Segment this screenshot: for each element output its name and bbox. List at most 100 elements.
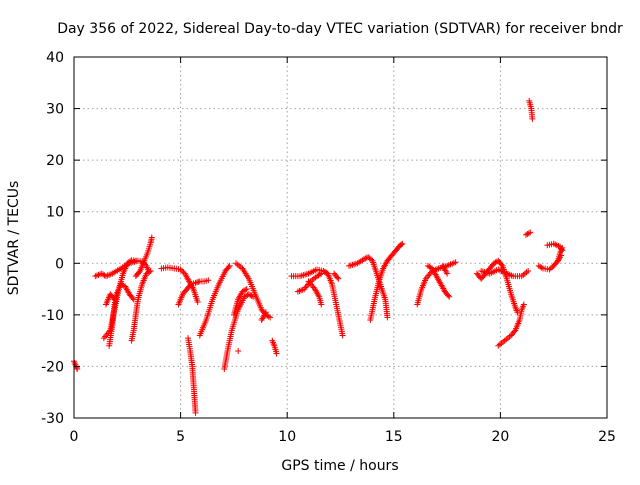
data-point <box>363 254 370 261</box>
data-point <box>529 115 536 122</box>
x-axis-title: GPS time / hours <box>281 458 398 474</box>
data-point <box>444 270 451 277</box>
data-point <box>192 409 199 416</box>
data-point <box>553 258 560 265</box>
data-point <box>179 267 186 274</box>
x-tick-label: 25 <box>598 429 616 445</box>
data-point <box>360 256 367 263</box>
series-s32 <box>526 97 536 122</box>
data-point <box>399 240 406 247</box>
series-s05 <box>102 291 118 308</box>
data-point <box>74 366 81 373</box>
series-s19 <box>294 270 325 295</box>
x-tick-label: 20 <box>491 429 509 445</box>
data-point <box>148 234 155 241</box>
data-point <box>194 298 201 305</box>
data-point <box>146 268 153 275</box>
data-point <box>267 314 274 321</box>
data-point <box>445 292 452 299</box>
data-marks <box>71 97 566 416</box>
series-s09 <box>175 277 212 308</box>
x-tick-label: 0 <box>70 429 79 445</box>
data-point <box>225 264 232 271</box>
data-point <box>368 256 375 263</box>
data-point <box>273 350 280 357</box>
series-s14 <box>230 286 250 318</box>
series-s24 <box>367 240 406 324</box>
data-point <box>334 274 341 281</box>
axis-ticks <box>73 56 608 419</box>
data-point <box>111 296 118 303</box>
x-tick-label: 5 <box>176 429 185 445</box>
series-s07 <box>132 234 155 280</box>
data-point <box>525 268 532 275</box>
data-point <box>235 347 242 354</box>
x-tick-label: 15 <box>385 429 403 445</box>
data-point <box>384 314 391 321</box>
series-s13 <box>235 347 242 354</box>
series-s20 <box>305 278 325 308</box>
data-point <box>110 295 117 302</box>
y-tick-label: 0 <box>55 256 64 272</box>
series-s12 <box>221 291 257 373</box>
data-point <box>205 277 212 284</box>
data-point <box>177 266 184 273</box>
series-s06 <box>128 268 154 344</box>
series-s16 <box>258 309 269 324</box>
series-s28 <box>473 257 521 316</box>
data-point <box>195 278 202 285</box>
series-s29 <box>495 301 527 349</box>
y-tick-label: 20 <box>46 153 64 169</box>
series-s08 <box>158 264 201 305</box>
data-point <box>559 247 566 254</box>
data-point <box>498 261 505 268</box>
series-s10 <box>185 335 199 416</box>
series-s26 <box>424 262 453 300</box>
plot-frame <box>73 56 608 419</box>
data-point <box>73 364 80 371</box>
series-s25 <box>414 259 459 308</box>
data-point <box>538 264 545 271</box>
data-point <box>243 286 250 293</box>
series-s30 <box>478 266 532 280</box>
data-point <box>446 293 453 300</box>
data-point <box>452 259 459 266</box>
data-point <box>262 309 269 316</box>
series-s21 <box>320 268 346 339</box>
y-axis-title: SDTVAR / TECUs <box>6 181 22 296</box>
y-tick-label: 40 <box>46 50 64 66</box>
series-s34 <box>544 240 566 254</box>
data-point <box>511 328 518 335</box>
data-point <box>265 313 272 320</box>
y-tick-label: 10 <box>46 205 64 221</box>
data-point <box>193 279 200 286</box>
series-s27 <box>439 262 451 277</box>
data-point <box>298 287 305 294</box>
x-tick-labels: 0 5 10 15 20 25 <box>70 429 616 445</box>
data-point <box>553 242 560 249</box>
data-point <box>520 301 527 308</box>
y-tick-labels: -30 -20 -10 0 10 20 30 40 <box>41 50 64 427</box>
chart-title: Day 356 of 2022, Sidereal Day-to-day VTE… <box>57 21 623 37</box>
y-tick-label: 30 <box>46 102 64 118</box>
series-s35 <box>554 252 565 264</box>
data-point <box>398 241 405 248</box>
data-point <box>192 279 199 286</box>
data-point <box>132 257 139 264</box>
data-point <box>339 332 346 339</box>
data-point <box>226 262 233 269</box>
data-point <box>187 282 194 289</box>
y-tick-label: -30 <box>41 411 64 427</box>
data-point <box>525 230 532 237</box>
data-point <box>147 268 154 275</box>
x-tick-label: 10 <box>278 429 296 445</box>
data-point <box>514 309 521 316</box>
data-point <box>318 301 325 308</box>
y-tick-label: -10 <box>41 308 64 324</box>
data-point <box>129 295 136 302</box>
data-point <box>242 286 249 293</box>
series-s01 <box>71 358 81 373</box>
y-tick-label: -20 <box>41 359 64 375</box>
